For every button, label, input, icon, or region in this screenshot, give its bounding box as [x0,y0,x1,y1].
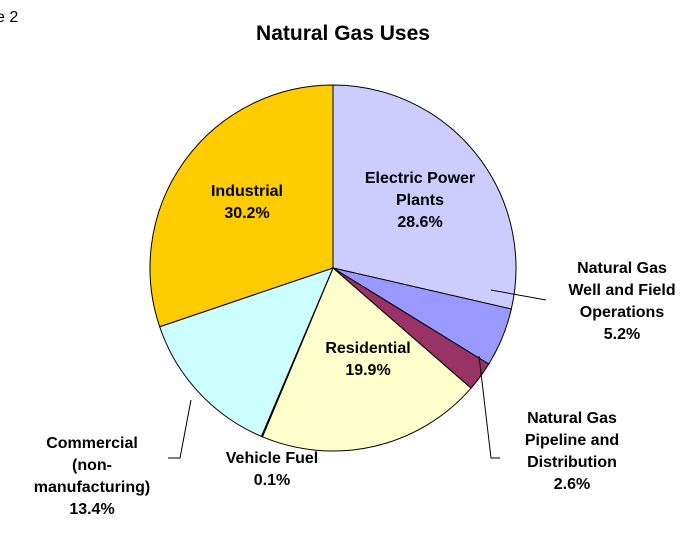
value-label: 5.2% [604,326,640,343]
label-line: Industrial [211,183,283,200]
slice-label: Commercial (non-manufacturing) [34,435,150,496]
value-label: 2.6% [554,476,590,493]
slice-label: Industrial [211,183,283,200]
pie-slice [149,84,334,328]
label-line: Natural Gas [577,260,667,277]
value-label: 0.1% [254,472,290,489]
value-label: 13.4% [69,501,114,518]
label-line: Distribution [527,454,617,471]
slice-label: Residential [325,340,410,357]
pie-slice [261,267,472,452]
label-line: Pipeline and [525,432,619,449]
label-line: manufacturing) [34,479,150,496]
label-line: Plants [396,192,444,209]
slice-label: Natural Gas Well and Field Operations [568,260,675,321]
label-line: Natural Gas [527,410,617,427]
leader-line [168,399,192,459]
label-line: Commercial [46,435,138,452]
slice-label: Electric Power Plants [365,170,475,209]
label-line: Electric Power [365,170,475,187]
chart-title: Natural Gas Uses [256,22,430,45]
leader-line [490,289,547,301]
leader-line [478,355,500,459]
label-line: Well and Field [568,282,675,299]
value-label: 28.6% [397,214,442,231]
label-line: Operations [580,304,665,321]
slice-label: Vehicle Fuel [226,450,318,467]
label-line: (non- [72,457,112,474]
label-line: Vehicle Fuel [226,450,318,467]
label-line: Residential [325,340,410,357]
pie-slice [332,84,517,310]
pie-slice [159,267,334,438]
value-label: 30.2% [224,205,269,222]
value-label: 19.9% [345,362,390,379]
slice-label: Natural Gas Pipeline and Distribution [525,410,619,471]
figure-number: e 2 [0,9,18,26]
